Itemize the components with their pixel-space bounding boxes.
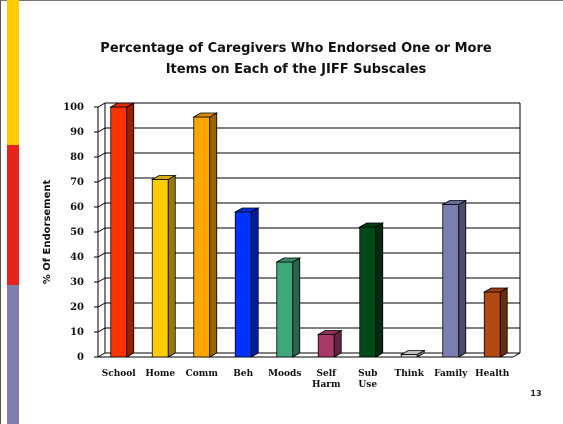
- bar-front: [234, 211, 252, 358]
- y-tick-label: 90: [70, 127, 84, 138]
- y-tick-label: 20: [70, 302, 84, 313]
- bar-top: [192, 112, 219, 118]
- x-tick-label: Use: [358, 380, 377, 390]
- bar-side: [209, 112, 218, 358]
- bar: [482, 287, 509, 358]
- x-tick-label: Comm: [186, 369, 219, 379]
- y-tick-label: 60: [70, 202, 84, 213]
- y-tick-label: 70: [70, 177, 84, 188]
- bar: [109, 102, 136, 358]
- bar-top: [150, 175, 177, 180]
- bar-top: [275, 257, 302, 263]
- x-tick-label: Sub: [358, 369, 377, 379]
- bar-top: [399, 350, 426, 355]
- bar: [192, 112, 219, 358]
- plot-area: 0 10 20 30 40 50 60 70 80 90 100 % Of Endorsement Sc…: [42, 102, 521, 390]
- bar-front: [276, 261, 294, 358]
- bar-front: [359, 226, 377, 358]
- accent-stripe-red: [7, 145, 19, 285]
- bar: [150, 174, 177, 358]
- gridline-side: [97, 277, 106, 283]
- y-tick-label: 50: [70, 227, 84, 238]
- bar-top: [316, 330, 343, 335]
- x-tick-label: Home: [145, 369, 175, 379]
- bar-top: [233, 207, 260, 213]
- bar: [275, 257, 302, 358]
- x-tick-label: Self: [316, 369, 337, 379]
- gridline-side: [97, 227, 106, 233]
- bar-top: [482, 287, 509, 293]
- y-tick-label: 100: [63, 102, 84, 113]
- y-tick-label: 10: [70, 327, 84, 338]
- bar: [441, 199, 468, 358]
- y-tick-label: 40: [70, 252, 84, 263]
- bar-top: [109, 102, 136, 108]
- bar-side: [458, 199, 467, 358]
- bar-front: [151, 179, 169, 358]
- gridline-side: [97, 102, 106, 108]
- bar-side: [375, 222, 384, 358]
- bar-side: [333, 329, 342, 358]
- gridline-side: [97, 327, 106, 333]
- bar: [316, 329, 343, 358]
- gridline-side: [97, 352, 106, 358]
- gridline-side: [97, 152, 106, 158]
- bar: [399, 349, 426, 358]
- bar-front: [442, 204, 460, 358]
- bar: [358, 222, 385, 358]
- floor-edge: [512, 352, 521, 358]
- gridline-side: [97, 252, 106, 258]
- bar-front: [110, 106, 128, 358]
- y-tick-label: 30: [70, 277, 84, 288]
- accent-stripe-yellow: [7, 0, 19, 145]
- bar-front: [483, 291, 501, 358]
- y-tick-label: 80: [70, 152, 84, 163]
- chart-title: Percentage of Caregivers Who Endorsed On…: [100, 41, 492, 77]
- bar-top: [441, 200, 468, 205]
- bar: [233, 207, 260, 358]
- x-tick-label: Harm: [312, 380, 341, 390]
- accent-stripe-purple: [7, 285, 19, 424]
- bar-front: [317, 334, 335, 358]
- gridline-side: [97, 302, 106, 308]
- gridline-side: [97, 177, 106, 183]
- bar-side: [499, 287, 508, 358]
- slide-number: 13: [530, 389, 542, 398]
- y-axis-label: % Of Endorsement: [42, 179, 53, 284]
- y-tick-label: 0: [77, 352, 84, 363]
- x-tick-label: Family: [434, 369, 468, 379]
- x-tick-label: School: [102, 369, 137, 379]
- x-tick-label: Moods: [268, 369, 301, 379]
- bar-front: [193, 116, 211, 358]
- gridline-side: [97, 202, 106, 208]
- bar-side: [292, 257, 301, 358]
- bar-side: [250, 207, 259, 358]
- x-tick-label: Beh: [233, 369, 253, 379]
- bar-top: [358, 222, 385, 228]
- bar-side: [167, 174, 176, 358]
- x-tick-label: Health: [475, 369, 510, 379]
- chart-title-line: Items on Each of the JIFF Subscales: [166, 62, 427, 77]
- x-tick-label: Think: [395, 369, 425, 379]
- gridline-side: [97, 127, 106, 133]
- bar-side: [126, 102, 135, 358]
- chart-title-line: Percentage of Caregivers Who Endorsed On…: [100, 41, 492, 56]
